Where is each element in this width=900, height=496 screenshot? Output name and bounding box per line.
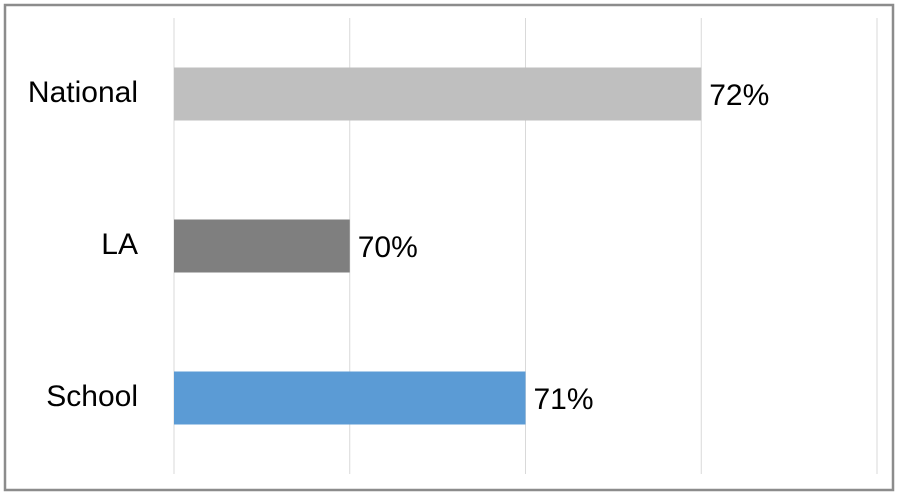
category-label: National bbox=[28, 76, 138, 109]
bar bbox=[174, 67, 702, 121]
bar bbox=[174, 371, 526, 425]
value-label: 71% bbox=[534, 383, 594, 416]
bar bbox=[174, 219, 350, 273]
category-label: School bbox=[46, 380, 138, 413]
value-label: 72% bbox=[709, 79, 769, 112]
category-label: LA bbox=[101, 228, 138, 261]
value-label: 70% bbox=[358, 231, 418, 264]
